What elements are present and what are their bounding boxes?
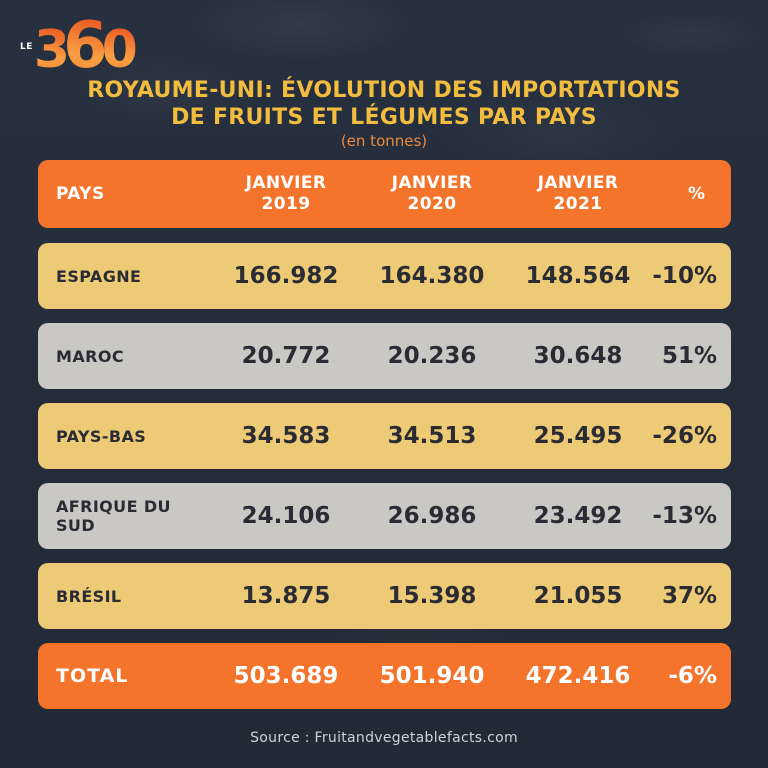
total-label: TOTAL xyxy=(56,665,129,687)
table-row-maroc: MAROC 20.772 20.236 30.648 51% xyxy=(38,323,731,389)
value-jan2019: 24.106 xyxy=(241,503,331,529)
value-jan2019: 166.982 xyxy=(233,263,339,289)
value-jan2021: 25.495 xyxy=(533,423,623,449)
country-label: ESPAGNE xyxy=(56,266,142,286)
total-percent: -6% xyxy=(668,663,717,689)
header-percent: % xyxy=(687,184,705,204)
page-title: ROYAUME-UNI: ÉVOLUTION DES IMPORTATIONS … xyxy=(0,77,768,131)
title-line-2: DE FRUITS ET LÉGUMES PAR PAYS xyxy=(171,105,597,130)
header-janvier-2020: JANVIER 2020 xyxy=(391,173,473,214)
country-label: BRÉSIL xyxy=(56,586,122,606)
le360-logo: LE 360 xyxy=(20,9,138,83)
source-credit: Source : Fruitandvegetablefacts.com xyxy=(250,730,518,746)
total-jan2019: 503.689 xyxy=(233,663,339,689)
value-jan2020: 15.398 xyxy=(387,583,477,609)
value-jan2019: 34.583 xyxy=(241,423,331,449)
table-header-row: PAYS JANVIER 2019 JANVIER 2020 JANVIER 2… xyxy=(38,160,731,228)
country-label: AFRIQUE DU SUD xyxy=(56,497,171,535)
value-jan2020: 164.380 xyxy=(379,263,485,289)
value-percent: -10% xyxy=(652,263,717,289)
logo-360-text: 360 xyxy=(33,9,138,83)
title-units: (en tonnes) xyxy=(340,132,428,150)
country-label: PAYS-BAS xyxy=(56,426,147,446)
header-janvier-2019: JANVIER 2019 xyxy=(245,173,327,214)
table-row-afrique-du-sud: AFRIQUE DU SUD 24.106 26.986 23.492 -13% xyxy=(38,483,731,549)
value-percent: 51% xyxy=(661,343,717,369)
table-row-espagne: ESPAGNE 166.982 164.380 148.564 -10% xyxy=(38,243,731,309)
value-jan2019: 13.875 xyxy=(241,583,331,609)
value-jan2021: 148.564 xyxy=(525,263,631,289)
value-percent: -13% xyxy=(652,503,717,529)
title-line-1: ROYAUME-UNI: ÉVOLUTION DES IMPORTATIONS xyxy=(87,78,681,103)
value-jan2021: 21.055 xyxy=(533,583,623,609)
country-label: MAROC xyxy=(56,346,124,366)
value-jan2020: 20.236 xyxy=(387,343,477,369)
logo-le-text: LE xyxy=(20,42,33,52)
total-jan2021: 472.416 xyxy=(525,663,631,689)
table-row-pays-bas: PAYS-BAS 34.583 34.513 25.495 -26% xyxy=(38,403,731,469)
value-jan2020: 34.513 xyxy=(387,423,477,449)
table-row-bresil: BRÉSIL 13.875 15.398 21.055 37% xyxy=(38,563,731,629)
header-pays: PAYS xyxy=(56,184,105,204)
value-percent: -26% xyxy=(652,423,717,449)
header-janvier-2021: JANVIER 2021 xyxy=(537,173,619,214)
value-jan2021: 30.648 xyxy=(533,343,623,369)
value-jan2021: 23.492 xyxy=(533,503,623,529)
value-jan2020: 26.986 xyxy=(387,503,477,529)
table-total-row: TOTAL 503.689 501.940 472.416 -6% xyxy=(38,643,731,709)
imports-table: PAYS JANVIER 2019 JANVIER 2020 JANVIER 2… xyxy=(38,160,731,709)
value-jan2019: 20.772 xyxy=(241,343,331,369)
total-jan2020: 501.940 xyxy=(379,663,485,689)
value-percent: 37% xyxy=(661,583,717,609)
